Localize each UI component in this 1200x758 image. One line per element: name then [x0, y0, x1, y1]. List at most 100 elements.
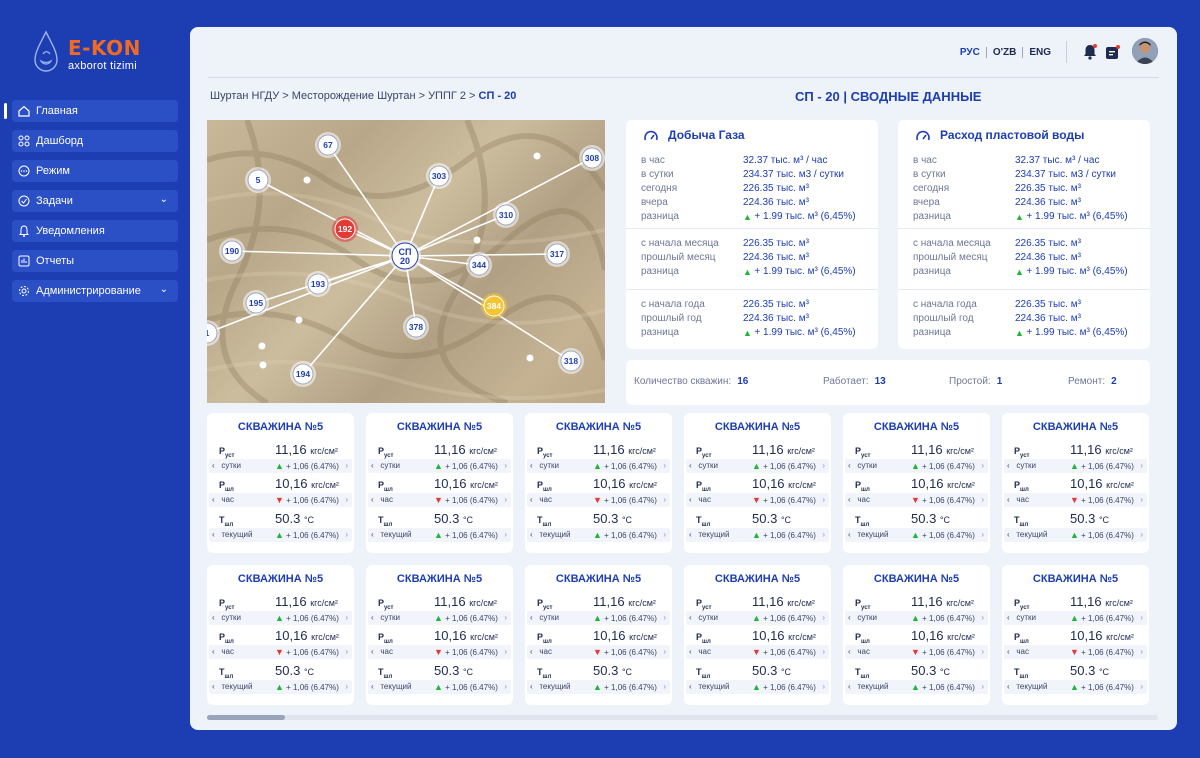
- well-card[interactable]: СКВАЖИНА №5 Pуст 11,16 кгс/см² ‹ сутки ▲ + 1…: [207, 565, 354, 705]
- period-selector[interactable]: ‹ текущий: [371, 530, 412, 539]
- chevron-right-icon[interactable]: ›: [1140, 461, 1143, 470]
- sidebar-item-3[interactable]: Задачи ⌄: [12, 190, 178, 212]
- chevron-right-icon[interactable]: ›: [504, 530, 507, 539]
- period-selector[interactable]: ‹ сутки: [371, 613, 400, 622]
- period-selector[interactable]: ‹ текущий: [371, 682, 412, 691]
- chevron-right-icon[interactable]: ›: [1140, 530, 1143, 539]
- period-selector[interactable]: ‹ сутки: [530, 461, 559, 470]
- well-card[interactable]: СКВАЖИНА №5 Pуст 11,16 кгс/см² ‹ сутки ▲ + 1…: [1002, 413, 1149, 553]
- chevron-right-icon[interactable]: ›: [504, 682, 507, 691]
- chevron-right-icon[interactable]: ›: [663, 495, 666, 504]
- breadcrumb-path[interactable]: Шуртан НГДУ > Месторождение Шуртан > УПП…: [210, 90, 479, 102]
- period-selector[interactable]: ‹ час: [689, 495, 711, 504]
- period-selector[interactable]: ‹ час: [530, 647, 552, 656]
- period-selector[interactable]: ‹ сутки: [689, 461, 718, 470]
- period-selector[interactable]: ‹ сутки: [1007, 461, 1036, 470]
- brand-logo[interactable]: E-KON axborot tizimi: [32, 30, 162, 76]
- period-selector[interactable]: ‹ сутки: [1007, 613, 1036, 622]
- well-card[interactable]: СКВАЖИНА №5 Pуст 11,16 кгс/см² ‹ сутки ▲ + 1…: [366, 565, 513, 705]
- chevron-down-icon[interactable]: ⌄: [159, 194, 168, 205]
- well-node[interactable]: 1: [207, 320, 220, 346]
- well-node[interactable]: 308: [579, 145, 605, 171]
- chevron-right-icon[interactable]: ›: [663, 613, 666, 622]
- chevron-down-icon[interactable]: ⌄: [159, 284, 168, 295]
- chevron-right-icon[interactable]: ›: [981, 495, 984, 504]
- period-selector[interactable]: ‹ час: [1007, 495, 1029, 504]
- period-selector[interactable]: ‹ час: [212, 647, 234, 656]
- well-card[interactable]: СКВАЖИНА №5 Pуст 11,16 кгс/см² ‹ сутки ▲ + 1…: [843, 413, 990, 553]
- chevron-right-icon[interactable]: ›: [345, 495, 348, 504]
- chevron-right-icon[interactable]: ›: [822, 461, 825, 470]
- bell-icon[interactable]: [1083, 44, 1097, 60]
- well-node[interactable]: 190: [219, 238, 245, 264]
- well-card[interactable]: СКВАЖИНА №5 Pуст 11,16 кгс/см² ‹ сутки ▲ + 1…: [843, 565, 990, 705]
- chevron-right-icon[interactable]: ›: [504, 613, 507, 622]
- period-selector[interactable]: ‹ текущий: [212, 682, 253, 691]
- well-node[interactable]: 310: [493, 202, 519, 228]
- period-selector[interactable]: ‹ текущий: [689, 682, 730, 691]
- chevron-right-icon[interactable]: ›: [822, 530, 825, 539]
- well-node[interactable]: 344: [466, 252, 492, 278]
- chevron-right-icon[interactable]: ›: [981, 647, 984, 656]
- well-node[interactable]: 318: [558, 348, 584, 374]
- well-node[interactable]: 193: [305, 271, 331, 297]
- period-selector[interactable]: ‹ сутки: [530, 613, 559, 622]
- period-selector[interactable]: ‹ текущий: [530, 682, 571, 691]
- period-selector[interactable]: ‹ сутки: [212, 613, 241, 622]
- well-node[interactable]: 5: [245, 167, 271, 193]
- period-selector[interactable]: ‹ час: [212, 495, 234, 504]
- chevron-right-icon[interactable]: ›: [981, 530, 984, 539]
- period-selector[interactable]: ‹ текущий: [848, 530, 889, 539]
- sidebar-item-0[interactable]: Главная: [4, 100, 178, 122]
- chevron-right-icon[interactable]: ›: [1140, 613, 1143, 622]
- well-node[interactable]: 67: [315, 132, 341, 158]
- period-selector[interactable]: ‹ час: [1007, 647, 1029, 656]
- chevron-right-icon[interactable]: ›: [1140, 495, 1143, 504]
- period-selector[interactable]: ‹ час: [848, 647, 870, 656]
- chevron-right-icon[interactable]: ›: [981, 461, 984, 470]
- lang-ru[interactable]: РУС: [959, 47, 980, 58]
- period-selector[interactable]: ‹ сутки: [689, 613, 718, 622]
- period-selector[interactable]: ‹ текущий: [530, 530, 571, 539]
- chevron-right-icon[interactable]: ›: [345, 647, 348, 656]
- chevron-right-icon[interactable]: ›: [822, 682, 825, 691]
- sidebar-item-5[interactable]: Отчеты: [12, 250, 178, 272]
- chevron-right-icon[interactable]: ›: [345, 613, 348, 622]
- well-card[interactable]: СКВАЖИНА №5 Pуст 11,16 кгс/см² ‹ сутки ▲ + 1…: [684, 413, 831, 553]
- chevron-right-icon[interactable]: ›: [822, 495, 825, 504]
- well-map[interactable]: 67 308 5 303 310 192 190 317 344 193 195 384 378 1 318…: [207, 120, 605, 403]
- horizontal-scrollbar[interactable]: [207, 715, 1158, 720]
- well-node[interactable]: 195: [243, 290, 269, 316]
- well-node[interactable]: 378: [403, 314, 429, 340]
- sidebar-item-1[interactable]: Дашборд: [12, 130, 178, 152]
- chevron-right-icon[interactable]: ›: [663, 682, 666, 691]
- chevron-right-icon[interactable]: ›: [981, 682, 984, 691]
- chevron-right-icon[interactable]: ›: [1140, 682, 1143, 691]
- period-selector[interactable]: ‹ текущий: [1007, 530, 1048, 539]
- period-selector[interactable]: ‹ час: [371, 495, 393, 504]
- period-selector[interactable]: ‹ час: [689, 647, 711, 656]
- chevron-right-icon[interactable]: ›: [504, 461, 507, 470]
- period-selector[interactable]: ‹ текущий: [1007, 682, 1048, 691]
- scrollbar-thumb[interactable]: [207, 715, 285, 720]
- lang-en[interactable]: ENG: [1022, 47, 1057, 58]
- well-card[interactable]: СКВАЖИНА №5 Pуст 11,16 кгс/см² ‹ сутки ▲ + 1…: [525, 413, 672, 553]
- chevron-right-icon[interactable]: ›: [504, 495, 507, 504]
- chevron-right-icon[interactable]: ›: [663, 647, 666, 656]
- period-selector[interactable]: ‹ сутки: [848, 613, 877, 622]
- well-node[interactable]: 192: [332, 216, 358, 242]
- period-selector[interactable]: ‹ текущий: [689, 530, 730, 539]
- message-icon[interactable]: [1105, 44, 1121, 60]
- chevron-right-icon[interactable]: ›: [822, 647, 825, 656]
- period-selector[interactable]: ‹ текущий: [848, 682, 889, 691]
- chevron-right-icon[interactable]: ›: [663, 461, 666, 470]
- avatar[interactable]: [1132, 38, 1158, 64]
- chevron-right-icon[interactable]: ›: [504, 647, 507, 656]
- well-card[interactable]: СКВАЖИНА №5 Pуст 11,16 кгс/см² ‹ сутки ▲ + 1…: [525, 565, 672, 705]
- well-node[interactable]: 303: [426, 163, 452, 189]
- chevron-right-icon[interactable]: ›: [345, 530, 348, 539]
- chevron-right-icon[interactable]: ›: [1140, 647, 1143, 656]
- chevron-right-icon[interactable]: ›: [345, 461, 348, 470]
- period-selector[interactable]: ‹ сутки: [848, 461, 877, 470]
- well-card[interactable]: СКВАЖИНА №5 Pуст 11,16 кгс/см² ‹ сутки ▲ + 1…: [684, 565, 831, 705]
